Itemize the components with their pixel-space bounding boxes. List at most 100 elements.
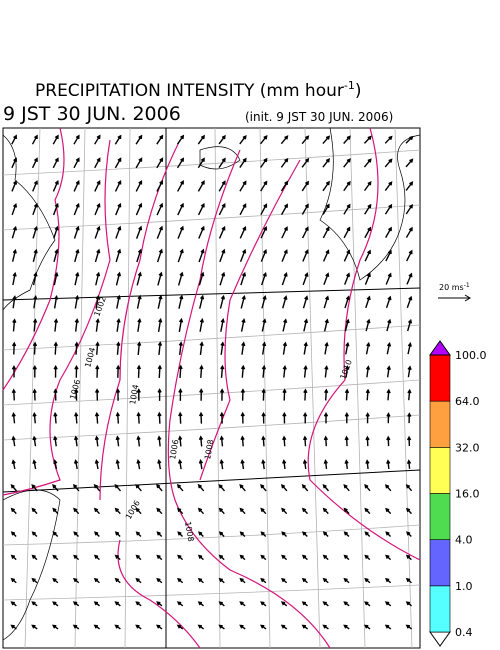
wind-arrow — [177, 248, 184, 263]
domain-boundary — [2, 469, 421, 493]
wind-arrow — [405, 135, 414, 144]
wind-arrow — [155, 624, 163, 630]
wind-arrow — [94, 180, 101, 192]
wind-arrow — [10, 554, 17, 561]
wind-arrow — [239, 624, 246, 630]
wind-arrow — [53, 411, 58, 424]
wind-arrow — [156, 157, 164, 169]
wind-arrow — [177, 577, 184, 584]
wind-arrow — [363, 135, 372, 144]
wind-arrow — [260, 203, 268, 216]
wind-arrow — [114, 554, 121, 561]
contour-label: 1004 — [128, 384, 140, 406]
wind-arrow — [177, 202, 184, 216]
wind-arrow — [365, 295, 371, 309]
wind-arrow — [94, 388, 100, 401]
wind-arrow — [364, 249, 371, 262]
wind-arrow — [94, 157, 101, 169]
wind-arrow — [405, 226, 413, 238]
contour-label: 1008 — [183, 521, 195, 543]
wind-arrow — [94, 248, 101, 263]
wind-arrow — [405, 601, 412, 607]
wind-arrow — [178, 294, 184, 309]
wind-arrow — [364, 601, 371, 607]
wind-arrow — [72, 483, 80, 492]
wind-arrow — [302, 435, 308, 447]
wind-arrow — [10, 577, 17, 584]
colorbar: 0.4 1.0 4.0 16.0 32.0 64.0 100.0 — [429, 340, 487, 647]
wind-arrow — [31, 601, 38, 607]
colorbar-triangle — [429, 631, 451, 647]
wind-arrow — [11, 248, 17, 262]
wind-arrow — [199, 364, 204, 378]
wind-arrow — [239, 554, 246, 561]
wind-arrow — [260, 248, 267, 262]
wind-arrow — [261, 295, 267, 309]
wind-arrow — [135, 624, 142, 630]
wind-arrow — [240, 388, 246, 401]
wind-arrow — [218, 531, 225, 538]
wind-arrow — [384, 624, 392, 630]
wind-arrow — [405, 484, 413, 492]
colorbar-segment — [429, 354, 451, 402]
wind-arrow — [260, 483, 267, 492]
wind-arrow — [53, 364, 58, 378]
wind-arrow — [219, 411, 225, 424]
wind-arrow — [31, 507, 38, 515]
wind-arrow — [343, 554, 350, 561]
wind-arrow — [94, 411, 100, 424]
wind-arrow — [199, 317, 204, 332]
wind-arrow — [385, 507, 392, 515]
wind-arrow — [386, 388, 391, 401]
wind-arrow — [239, 577, 246, 584]
wind-arrow — [136, 435, 141, 447]
wind-arrow — [53, 294, 59, 309]
wind-arrow — [52, 134, 59, 145]
wind-arrow — [344, 295, 350, 309]
wind-arrow — [114, 180, 122, 192]
wind-arrow — [302, 272, 309, 286]
wind-arrow — [261, 435, 266, 447]
wind-arrow — [73, 225, 80, 239]
wind-arrow — [176, 624, 184, 630]
wind-arrow — [53, 459, 58, 470]
wind-arrow — [385, 531, 392, 538]
wind-arrow — [219, 459, 224, 470]
contour-label: 1008 — [203, 439, 215, 461]
wind-arrow — [93, 577, 100, 584]
wind-arrow — [157, 411, 162, 424]
wind-arrow — [261, 318, 267, 332]
colorbar-label: 16.0 — [455, 488, 480, 501]
wind-arrow — [52, 484, 59, 492]
wind-arrow — [52, 554, 59, 561]
wind-arrow — [343, 601, 350, 607]
wind-arrow — [52, 157, 59, 169]
wind-arrow — [301, 624, 309, 630]
wind-arrow — [156, 180, 164, 192]
wind-arrow — [116, 318, 121, 332]
wind-arrow — [135, 180, 143, 192]
wind-arrow — [239, 248, 247, 263]
wind-arrow — [220, 364, 225, 378]
wind-arrow — [386, 365, 391, 378]
wind-arrow — [323, 435, 329, 447]
wind-arrow — [115, 271, 122, 286]
wind-arrow — [343, 249, 351, 262]
wind-arrow — [32, 435, 37, 447]
wind-arrow — [116, 294, 121, 309]
wind-arrow — [385, 249, 392, 262]
wind-arrow — [406, 531, 412, 538]
wind-arrow — [323, 272, 330, 286]
wind-arrow — [282, 318, 288, 332]
wind-arrow — [302, 459, 308, 470]
wind-arrow — [53, 225, 59, 239]
wind-arrow — [365, 412, 370, 424]
wind-arrow — [53, 341, 58, 355]
wind-arrow — [114, 157, 122, 169]
wind-arrow — [197, 554, 204, 561]
map: 1002 1004 1006 1004 1006 1008 1008 1006 … — [2, 127, 421, 649]
wind-arrow — [32, 225, 38, 239]
wind-arrow — [11, 134, 17, 145]
wind-arrow — [344, 388, 350, 401]
